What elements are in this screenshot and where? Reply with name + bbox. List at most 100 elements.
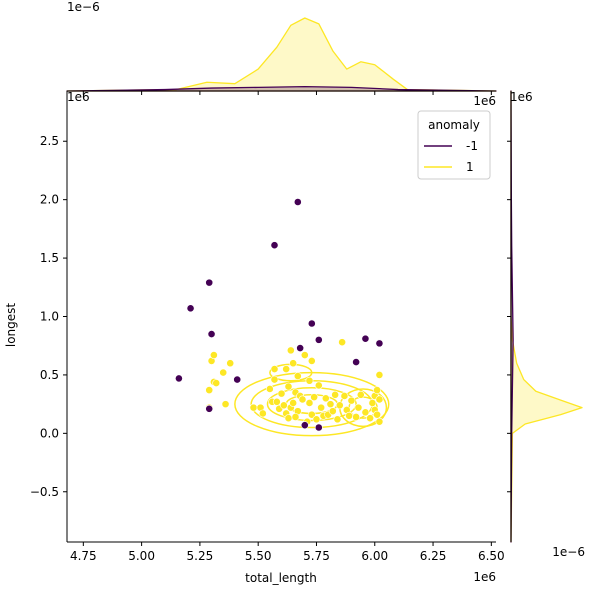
x-tick-label: 6.25	[420, 549, 447, 563]
scatter-point-anomaly-1	[272, 397, 281, 406]
scatter-point-anomaly-1	[317, 403, 326, 412]
legend-box	[417, 110, 491, 180]
scatter-point-anomaly-neg1	[205, 404, 214, 413]
x-offset-label: 1e6	[473, 570, 496, 584]
scatter-point-anomaly-1	[375, 417, 384, 426]
scatter-point-anomaly-1	[328, 407, 337, 416]
scatter-point-anomaly-neg1	[270, 241, 279, 250]
scatter-point-anomaly-1	[305, 376, 314, 385]
scatter-point-anomaly-1	[305, 399, 314, 407]
x-tick-label: 6.50	[478, 549, 505, 563]
scatter-point-anomaly-1	[219, 368, 228, 377]
scatter-point-anomaly-neg1	[352, 358, 361, 366]
x-tick-label: 5.75	[303, 549, 330, 563]
scatter-point-anomaly-neg1	[300, 421, 309, 430]
scatter-point-anomaly-neg1	[175, 374, 183, 383]
scatter-point-anomaly-1	[284, 382, 293, 391]
scatter-point-anomaly-1	[314, 381, 323, 390]
scatter-point-anomaly-1	[279, 401, 288, 410]
top-marginal-density	[66, 17, 497, 92]
right-marginal-top-label: 1e6	[510, 90, 533, 104]
scatter-point-anomaly-1	[298, 395, 307, 404]
scatter-point-anomaly-1	[352, 413, 361, 421]
scatter-point-anomaly-1	[289, 359, 298, 368]
scatter-point-anomaly-1	[270, 375, 279, 384]
scatter-point-anomaly-1	[277, 389, 286, 398]
legend-label-anomaly-neg1: -1	[466, 139, 478, 153]
scatter-point-anomaly-1	[289, 399, 298, 407]
scatter-point-anomaly-1	[326, 400, 335, 409]
kde-contour	[266, 387, 357, 422]
scatter-point-anomaly-1	[373, 386, 381, 395]
scatter-point-anomaly-neg1	[293, 198, 302, 206]
y-tick-label: 2.5	[40, 134, 59, 148]
legend-title: anomaly	[428, 118, 480, 132]
y-tick-label: 0.0	[40, 426, 59, 440]
scatter-point-anomaly-1	[212, 379, 221, 387]
y-tick-label: −0.5	[30, 485, 59, 499]
right-marginal-density	[510, 90, 583, 543]
x-tick-label: 6.00	[361, 549, 388, 563]
y-tick-label: 1.0	[40, 310, 59, 324]
scatter-point-anomaly-1	[333, 415, 342, 424]
scatter-point-anomaly-1	[375, 395, 384, 404]
x-tick-label: 4.75	[70, 549, 97, 563]
right-marginal-density-anomaly-1	[510, 90, 583, 543]
scatter-point-anomaly-1	[312, 415, 321, 424]
y-axis-title: longest	[4, 303, 18, 348]
scatter-point-anomaly-1	[331, 390, 340, 399]
scatter-point-anomaly-neg1	[314, 335, 323, 344]
scatter-point-anomaly-neg1	[307, 319, 316, 328]
scatter-point-anomaly-1	[291, 413, 300, 421]
scatter-point-anomaly-neg1	[207, 330, 216, 338]
kde-contours	[234, 363, 390, 437]
scatter-point-anomaly-1	[340, 392, 349, 400]
scatter-point-anomaly-neg1	[296, 344, 305, 352]
scatter-point-anomaly-1	[286, 346, 295, 355]
y-tick-label: 2.0	[40, 193, 59, 207]
scatter-point-anomaly-1	[375, 371, 384, 379]
scatter-point-anomaly-1	[300, 351, 309, 359]
scatter-point-anomaly-1	[221, 400, 230, 409]
scatter-point-anomaly-1	[284, 414, 293, 423]
legend-label-anomaly-1: 1	[466, 160, 474, 174]
right-marginal-offset-label: 1e−6	[552, 545, 585, 559]
scatter-point-anomaly-1	[347, 396, 356, 405]
scatter-point-anomaly-1	[265, 385, 274, 393]
scatter-point-anomaly-1	[373, 410, 381, 419]
scatter-point-anomaly-neg1	[205, 278, 214, 287]
scatter-point-anomaly-1	[282, 365, 291, 373]
scatter-point-anomaly-neg1	[361, 334, 370, 343]
y-tick-label: 1.5	[40, 251, 59, 265]
tick-labels: 4.75 5.00 5.25 5.50 5.75 6.00 6.25 6.50 −0.5 0.0 0…	[30, 134, 505, 563]
scatter-point-anomaly-1	[258, 409, 267, 418]
x-tick-label: 5.50	[245, 549, 272, 563]
scatter-point-anomaly-1	[307, 356, 316, 365]
x-axis-title: total_length	[245, 571, 317, 585]
scatter-point-anomaly-1	[335, 401, 344, 410]
scatter-point-anomaly-1	[321, 394, 330, 403]
y-tick-label: 0.5	[40, 368, 59, 382]
x-offset-label-top: 1e6	[473, 94, 496, 108]
scatter-point-anomaly-1	[356, 390, 365, 399]
scatter-point-anomaly-1	[366, 414, 374, 423]
scatter-point-anomaly-1	[209, 351, 218, 359]
axes	[63, 90, 512, 546]
y-offset-label: 1e6	[67, 90, 90, 104]
scatter-point-anomaly-1	[270, 365, 279, 373]
scatter-points	[175, 198, 384, 432]
scatter-point-anomaly-neg1	[375, 339, 384, 348]
scatter-point-anomaly-1	[205, 386, 214, 395]
scatter-point-anomaly-1	[310, 393, 319, 402]
scatter-point-anomaly-1	[345, 411, 354, 420]
x-tick-label: 5.25	[187, 549, 214, 563]
scatter-point-anomaly-1	[368, 399, 377, 407]
scatter-point-anomaly-1	[338, 338, 347, 347]
top-marginal-density-anomaly-1	[66, 17, 497, 92]
x-tick-label: 5.00	[128, 549, 155, 563]
scatter-point-anomaly-1	[307, 410, 316, 419]
scatter-point-anomaly-1	[361, 408, 370, 417]
scatter-point-anomaly-1	[293, 372, 302, 380]
top-marginal-offset-label: 1e−6	[67, 0, 100, 14]
